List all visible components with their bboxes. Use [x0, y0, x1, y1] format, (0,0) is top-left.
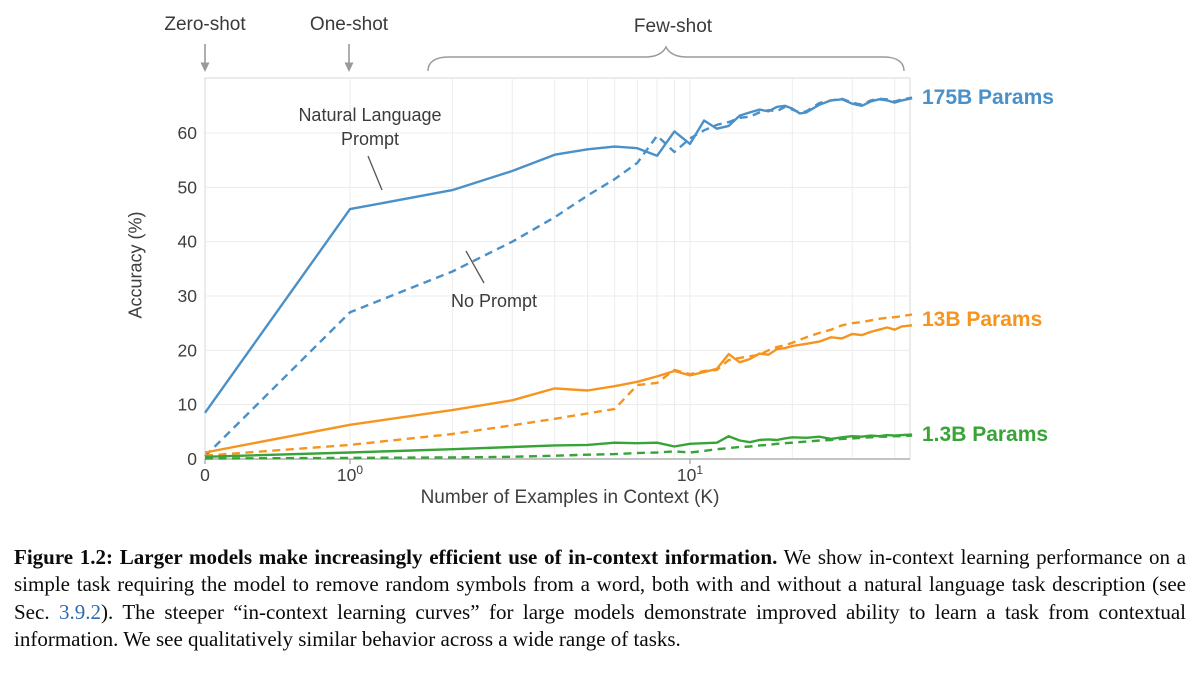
x-tick-1: 100 [336, 463, 364, 485]
svg-text:30: 30 [178, 286, 198, 306]
x-tick-10: 101 [676, 463, 704, 485]
series-13b-natural-language-prompt [204, 324, 913, 454]
section-3-9-2-link[interactable]: 3.9.2 [59, 599, 102, 624]
few-shot-label: Few-shot [633, 16, 713, 37]
y-axis-label: Accuracy (%) [125, 211, 146, 319]
in-context-learning-chart: 0 10 20 30 40 50 60 Zero-shot [125, 14, 1054, 508]
svg-text:60: 60 [178, 123, 198, 143]
data-series [204, 96, 913, 460]
zero-shot-label: Zero-shot [164, 14, 246, 35]
caption-text-1: We show in-context learning performance … [14, 545, 1186, 624]
axes: 0 10 20 30 40 50 60 [178, 77, 911, 469]
accuracy-plot: 0 10 20 30 40 50 60 [178, 44, 913, 469]
figure-caption: Figure 1.2: Larger models make increasin… [14, 544, 1186, 653]
svg-text:0: 0 [187, 449, 197, 469]
one-shot-label: One-shot [309, 14, 389, 35]
svg-text:20: 20 [178, 340, 198, 360]
series-1.3b-no-prompt [204, 434, 913, 460]
nlp-pointer-line [367, 155, 383, 191]
legend-175b: 175B Params [922, 85, 1054, 109]
series-13b-no-prompt [204, 313, 913, 457]
series-1.3b-natural-language-prompt [204, 433, 913, 458]
legend-13b: 13B Params [922, 307, 1043, 331]
zero-shot-arrow-icon [200, 44, 210, 72]
few-shot-brace [427, 45, 905, 72]
gridlines [206, 79, 909, 458]
x-tick-0: 0 [200, 464, 210, 485]
no-prompt-annotation: No Prompt [450, 291, 538, 311]
svg-text:10: 10 [178, 395, 198, 415]
decorations [200, 44, 905, 284]
x-axis-label: Number of Examples in Context (K) [420, 487, 720, 508]
natural-language-prompt-annotation: Natural Language Prompt [298, 105, 442, 150]
one-shot-arrow-icon [344, 44, 354, 72]
caption-bold-lead: Figure 1.2: Larger models make increasin… [14, 545, 778, 569]
caption-text-2: ). The steeper “in-context learning curv… [14, 599, 1186, 651]
series-175b-natural-language-prompt [204, 97, 913, 414]
no-prompt-pointer-line [465, 250, 485, 284]
svg-text:40: 40 [178, 232, 198, 252]
legend-1-3b: 1.3B Params [922, 423, 1049, 447]
svg-text:50: 50 [178, 177, 198, 197]
